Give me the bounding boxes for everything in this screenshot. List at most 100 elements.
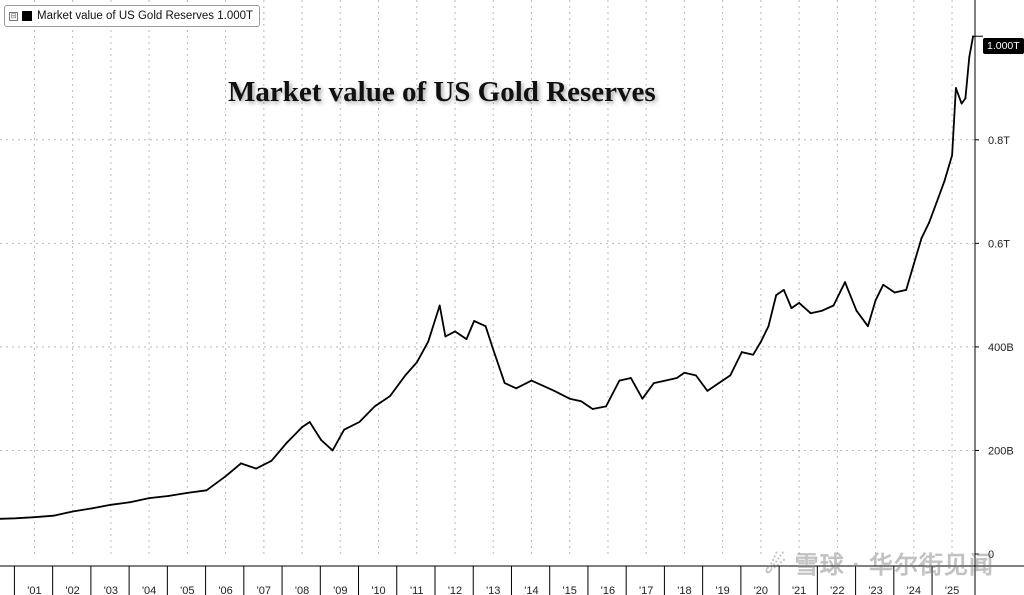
data-point [301,426,303,429]
chart-title: Market value of US Gold Reserves [228,76,656,108]
data-point [0,517,1,520]
data-point [882,283,885,286]
y-tick-label: 0.6T [988,238,1010,250]
x-tick-label: '07 [257,585,271,595]
x-tick-label: '12 [448,585,462,595]
data-point [951,154,953,157]
data-point [515,387,518,390]
data-point [530,379,533,382]
data-point [465,338,468,341]
data-point [641,397,644,400]
data-point [473,320,476,322]
data-point [935,201,938,203]
x-tick-label: '03 [104,585,118,595]
data-point [790,307,793,309]
data-point [373,405,376,408]
data-point [629,377,632,379]
data-point [867,325,869,328]
data-point [928,221,931,224]
data-point [652,382,655,385]
data-point [542,384,544,387]
x-tick-label: '24 [907,585,921,595]
data-point [775,294,778,297]
data-point [285,441,288,444]
data-point [729,374,732,377]
data-point [389,395,391,397]
data-point [912,263,915,265]
x-tick-label: '10 [371,585,385,595]
data-point [618,379,621,382]
data-point [454,330,456,333]
data-point [893,291,896,294]
x-tick-label: '25 [945,585,959,595]
data-point [52,514,55,517]
data-point [683,371,686,374]
data-point [33,516,36,519]
x-tick-label: '01 [27,585,41,595]
data-point [71,510,74,513]
x-tick-label: '14 [524,585,538,595]
data-point [968,56,971,58]
y-tick-label: 0.8T [988,135,1010,147]
data-point [404,374,407,377]
series-line [0,36,974,520]
data-point [717,382,720,385]
data-point [874,299,877,302]
data-point [568,397,571,400]
data-point [205,489,208,492]
data-point [855,309,858,312]
x-tick-label: '19 [715,585,729,595]
data-point [960,102,963,105]
data-point [954,87,957,89]
x-tick-label: '11 [410,585,424,595]
data-point [239,462,242,465]
data-point [706,390,709,392]
x-tick-label: '17 [639,585,653,595]
data-point [920,237,923,240]
y-tick-label: 200B [988,445,1014,457]
x-tick-label: '15 [563,585,577,595]
data-point [492,348,495,351]
x-tick-label: '09 [333,585,347,595]
data-point [484,325,487,328]
data-point [694,374,697,377]
grid-layer [0,0,975,554]
data-point [320,439,323,441]
data-point [255,467,258,470]
data-point [767,325,770,328]
data-point [553,390,556,392]
legend-toggle-icon[interactable]: ⊟ [9,11,18,21]
data-point [167,495,170,497]
watermark: ☄ 雪球 · 华尔街见闻 [764,552,994,579]
data-point [943,180,946,183]
legend-swatch [22,11,32,21]
data-point [809,312,812,315]
data-point [14,517,17,520]
data-point [580,400,583,403]
data-point [740,351,743,353]
x-tick-label: '13 [486,585,500,595]
data-point [444,335,447,338]
data-point [90,507,93,510]
series-layer [0,35,983,520]
data-point [664,379,667,382]
x-tick-label: '18 [677,585,691,595]
data-point [438,304,441,307]
x-tick-label: '06 [218,585,232,595]
data-point [224,475,227,478]
data-point [964,97,967,100]
data-point [752,353,755,356]
legend[interactable]: ⊟ Market value of US Gold Reserves 1.000… [4,5,261,27]
x-tick-label: '05 [180,585,194,595]
data-point [129,501,131,504]
y-tick-label: 0 [988,549,994,561]
x-tick-label: '16 [601,585,615,595]
data-point [503,382,506,385]
last-value-label: 1.000T [983,38,1024,54]
data-point [343,428,346,431]
data-point [821,309,823,312]
data-point [358,421,361,423]
x-tick-label: '22 [830,585,844,595]
data-point [832,304,835,307]
